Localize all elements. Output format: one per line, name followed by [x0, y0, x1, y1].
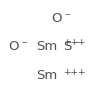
Text: +++: +++	[63, 68, 86, 77]
Text: O: O	[8, 40, 19, 52]
Text: --: --	[74, 38, 81, 47]
Text: S: S	[63, 40, 72, 52]
Text: Sm: Sm	[36, 69, 57, 82]
Text: O: O	[51, 12, 62, 25]
Text: --: --	[22, 38, 28, 47]
Text: Sm: Sm	[36, 40, 57, 52]
Text: --: --	[65, 10, 71, 19]
Text: +++: +++	[63, 38, 86, 47]
